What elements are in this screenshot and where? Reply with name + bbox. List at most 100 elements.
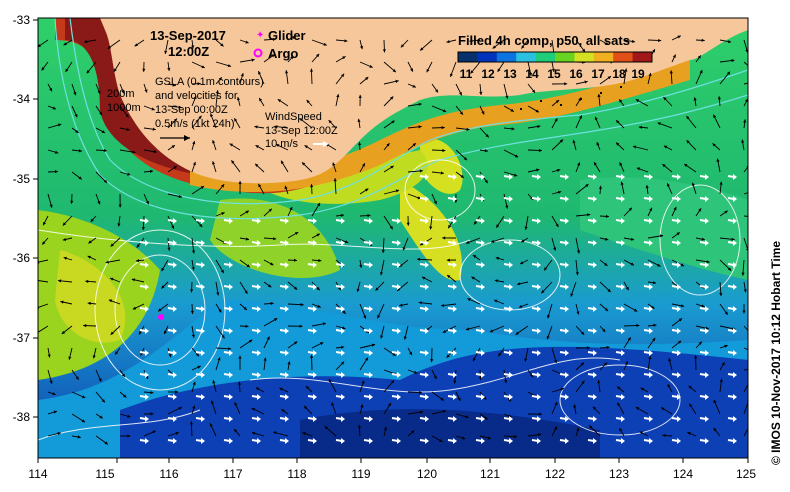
x-tick: 125 bbox=[736, 458, 756, 481]
velocity-arrow bbox=[287, 303, 304, 307]
velocity-arrow bbox=[446, 39, 457, 44]
velocity-arrow bbox=[236, 96, 241, 107]
wind-arrow bbox=[223, 350, 233, 356]
velocity-arrow bbox=[274, 125, 289, 129]
wind-arrow bbox=[727, 416, 737, 422]
velocity-arrow bbox=[597, 379, 601, 393]
velocity-arrow bbox=[311, 202, 321, 217]
velocity-arrow bbox=[662, 433, 673, 438]
velocity-arrow bbox=[275, 143, 289, 151]
wind-arrow bbox=[391, 306, 401, 312]
colorbar-swatch bbox=[535, 52, 556, 62]
velocity-arrow bbox=[717, 96, 721, 107]
wind-arrow bbox=[531, 196, 541, 202]
velocity-arrow bbox=[119, 127, 130, 131]
velocity-arrow bbox=[305, 385, 313, 393]
velocity-arrow bbox=[263, 336, 270, 349]
colorbar-title: Filled 4h comp, p50, all sats bbox=[458, 33, 630, 48]
wind-arrow bbox=[251, 372, 261, 378]
velocity-arrow bbox=[743, 98, 748, 107]
velocity-arrow bbox=[383, 96, 394, 107]
velocity-arrow bbox=[743, 192, 748, 195]
x-axis: 114 115 116 117 118 119 120 121 122 123 … bbox=[28, 458, 756, 481]
velocity-arrow bbox=[239, 324, 249, 328]
wind-arrow bbox=[587, 328, 597, 334]
velocity-arrow bbox=[383, 402, 392, 415]
velocity-arrow bbox=[359, 259, 363, 268]
velocity-arrow bbox=[498, 347, 505, 357]
velocity-arrow bbox=[599, 281, 612, 293]
wind-arrow bbox=[615, 372, 625, 378]
wind-arrow bbox=[615, 262, 625, 268]
velocity-arrow bbox=[143, 430, 156, 437]
y-tick: -35 bbox=[13, 172, 38, 186]
velocity-arrow bbox=[47, 432, 61, 437]
wind-arrow bbox=[615, 350, 625, 356]
wind-arrow bbox=[475, 328, 485, 334]
velocity-arrow bbox=[503, 171, 518, 177]
velocity-arrow bbox=[635, 406, 649, 415]
velocity-arrow bbox=[212, 161, 217, 173]
velocity-arrow bbox=[333, 178, 337, 195]
velocity-arrow bbox=[328, 378, 337, 393]
velocity-arrow bbox=[383, 79, 399, 85]
velocity-arrow bbox=[324, 425, 337, 437]
wind-arrow bbox=[335, 372, 345, 378]
wind-arrow bbox=[447, 262, 457, 268]
glider-legend-label: Glider bbox=[268, 28, 306, 43]
velocity-arrow bbox=[575, 380, 585, 393]
wind-arrow bbox=[307, 306, 317, 312]
wind-arrow bbox=[139, 306, 149, 312]
velocity-arrow bbox=[287, 55, 294, 63]
velocity-arrow bbox=[399, 303, 409, 307]
velocity-arrow bbox=[238, 180, 242, 195]
velocity-arrow bbox=[287, 231, 299, 239]
velocity-arrow bbox=[258, 183, 265, 195]
velocity-arrow bbox=[95, 148, 107, 153]
wind-arrow bbox=[363, 438, 373, 444]
velocity-arrow bbox=[299, 117, 313, 129]
velocity-arrow bbox=[719, 39, 732, 44]
velocity-arrow bbox=[335, 213, 345, 217]
velocity-arrow bbox=[143, 105, 155, 111]
velocity-arrow bbox=[719, 237, 735, 241]
colorbar-tick-label: 18 bbox=[612, 67, 626, 81]
velocity-arrow bbox=[442, 236, 457, 240]
velocity-arrow bbox=[119, 413, 131, 418]
wind-arrow bbox=[475, 262, 485, 268]
wind-arrow bbox=[615, 218, 625, 224]
wind-arrow bbox=[419, 174, 429, 180]
velocity-arrow bbox=[575, 346, 590, 350]
velocity-arrow bbox=[167, 165, 178, 173]
velocity-arrow bbox=[638, 125, 649, 129]
velocity-arrow bbox=[429, 215, 433, 230]
velocity-arrow bbox=[465, 237, 481, 244]
velocity-arrow bbox=[695, 341, 703, 349]
velocity-arrow bbox=[215, 347, 232, 351]
wind-arrow bbox=[447, 438, 457, 444]
wind-arrow bbox=[251, 438, 261, 444]
x-tick-label: 125 bbox=[736, 467, 756, 481]
glider-legend-icon: ✦ bbox=[256, 30, 264, 41]
x-tick-label: 121 bbox=[480, 467, 500, 481]
velocity-arrow bbox=[575, 237, 581, 254]
velocity-arrow bbox=[416, 257, 433, 261]
wind-arrow bbox=[363, 262, 373, 268]
velocity-arrow bbox=[669, 70, 673, 85]
velocity-arrow bbox=[85, 279, 97, 283]
wind-arrow bbox=[223, 394, 233, 400]
velocity-arrow bbox=[191, 347, 200, 357]
velocity-arrow bbox=[695, 55, 702, 63]
velocity-arrow bbox=[70, 193, 74, 204]
wind-arrow bbox=[447, 328, 457, 334]
wind-arrow bbox=[559, 372, 569, 378]
wind-arrow bbox=[419, 284, 429, 290]
wind-arrow bbox=[419, 394, 429, 400]
velocity-arrow bbox=[383, 189, 400, 195]
velocity-arrow bbox=[332, 162, 337, 173]
velocity-arrow bbox=[263, 37, 276, 41]
wind-arrow bbox=[363, 240, 373, 246]
velocity-arrow bbox=[41, 61, 49, 71]
velocity-arrow bbox=[593, 161, 601, 173]
velocity-arrow bbox=[163, 325, 169, 335]
